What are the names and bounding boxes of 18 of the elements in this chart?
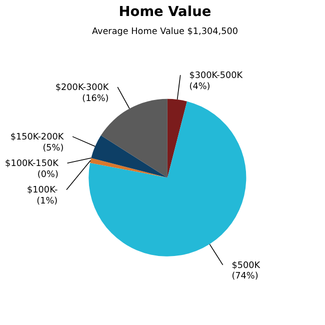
- chart-subtitle: Average Home Value $1,304,500: [92, 26, 238, 37]
- slice-label: $100K-: [27, 186, 58, 196]
- pie-slice: [88, 101, 246, 256]
- pie-slice: [90, 158, 168, 178]
- pie-slice: [91, 135, 168, 178]
- text: (0%): [37, 170, 58, 180]
- chart-title: Home Value: [118, 4, 212, 20]
- pie-slice: [167, 98, 188, 178]
- data-label: (4%): [189, 82, 210, 92]
- category-label: $100K-150K: [5, 159, 58, 170]
- slice-label: $500K: [232, 260, 260, 271]
- data-label: (16%): [82, 94, 109, 104]
- data-label: (74%): [232, 272, 258, 282]
- slice-label: $200K-300K: [55, 82, 109, 93]
- data-label: (5%): [42, 143, 64, 154]
- data-label: (1%): [36, 196, 58, 207]
- slice-label: $150K-200K: [10, 132, 64, 143]
- slice-label: $300K-500K: [189, 70, 243, 81]
